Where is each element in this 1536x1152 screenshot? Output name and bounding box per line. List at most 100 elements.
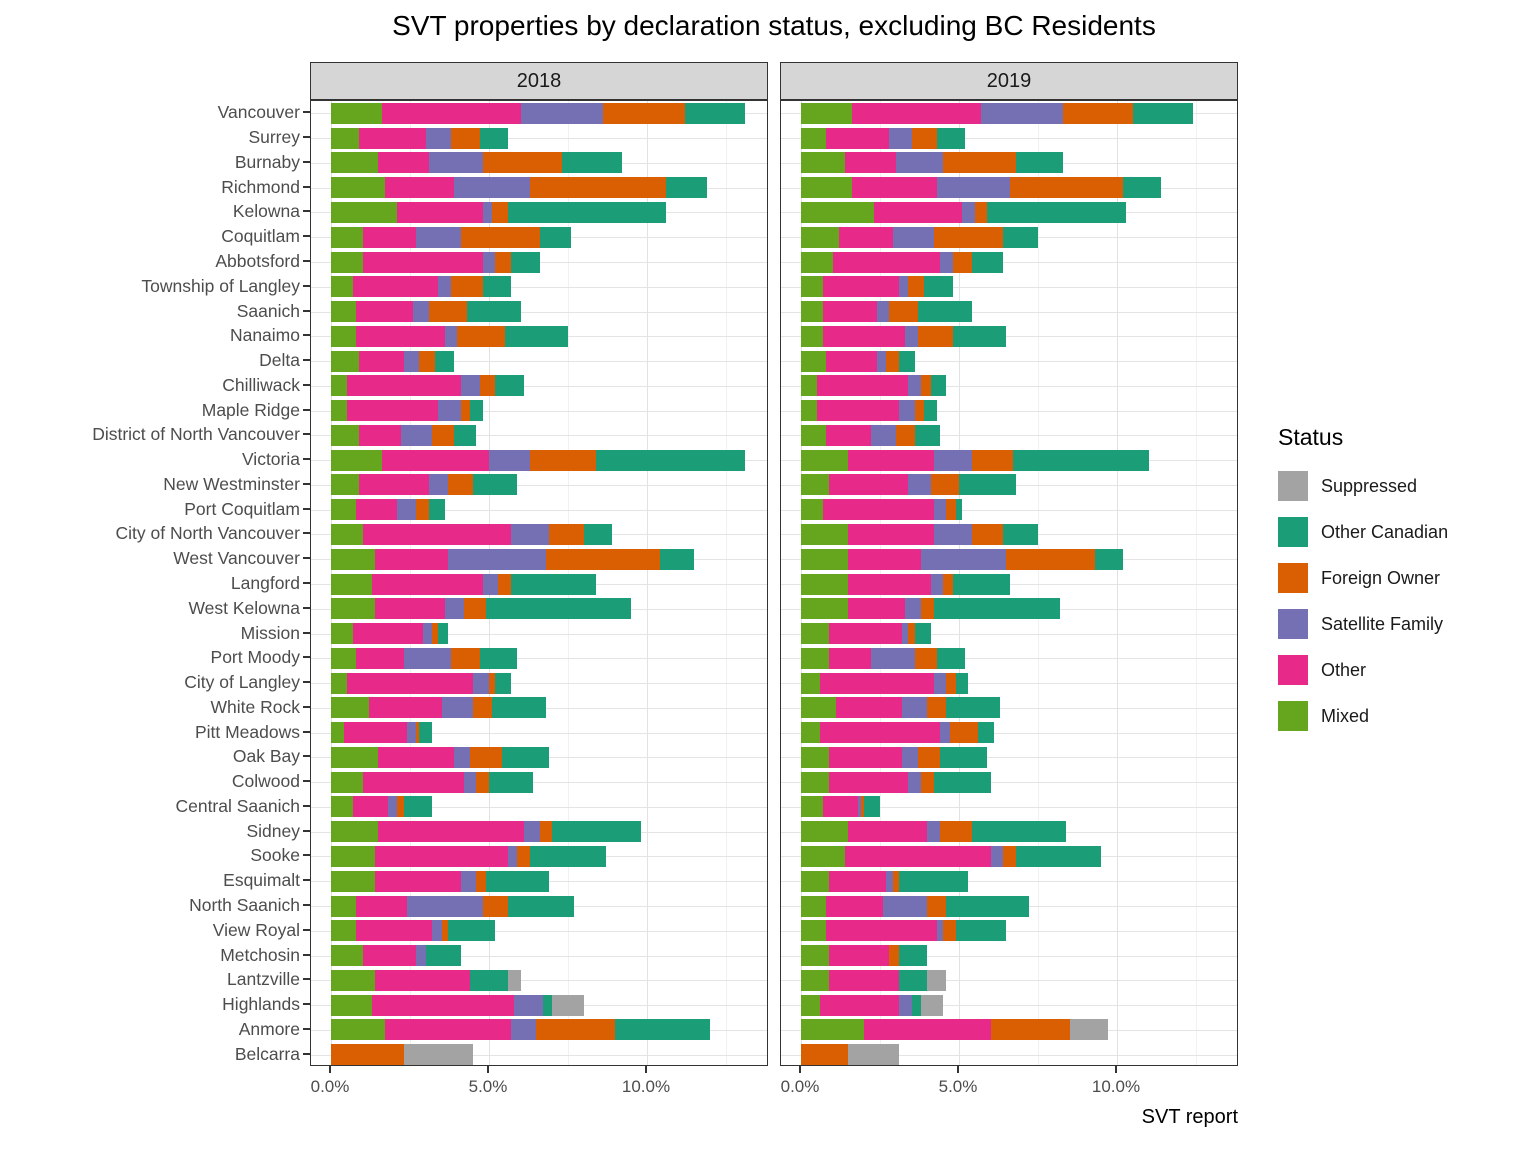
- y-axis-label-maple-ridge: Maple Ridge: [201, 399, 300, 420]
- bar-segment-satellite-family: [886, 870, 893, 892]
- bar-segment-mixed: [801, 573, 849, 595]
- legend-item-mixed: Mixed: [1278, 701, 1534, 731]
- bar-segment-other: [356, 499, 398, 521]
- y-axis-label-new-westminster: New Westminster: [163, 473, 300, 494]
- bar-segment-other-canadian: [470, 969, 508, 991]
- bar-segment-satellite-family: [892, 226, 934, 248]
- bar-segment-other: [356, 325, 445, 347]
- bar-segment-satellite-family: [908, 771, 922, 793]
- gridline-horizontal: [781, 980, 1237, 982]
- y-tick-mark: [303, 284, 310, 287]
- bar-segment-satellite-family: [482, 251, 496, 273]
- x-tick-mark: [487, 1066, 489, 1073]
- bar-segment-mixed: [801, 821, 849, 843]
- bar-segment-foreign-owner: [889, 301, 918, 323]
- bar-segment-foreign-owner: [908, 623, 915, 645]
- facet-strip-2018: 2018: [310, 62, 768, 100]
- bar-segment-mixed: [801, 697, 836, 719]
- bar-segment-foreign-owner: [482, 895, 508, 917]
- bar-segment-mixed: [801, 647, 830, 669]
- bar-segment-satellite-family: [438, 276, 452, 298]
- bar-segment-other-canadian: [930, 375, 947, 397]
- bar-segment-other-canadian: [659, 548, 695, 570]
- bar-segment-satellite-family: [940, 722, 950, 744]
- bar-segment-other: [346, 400, 439, 422]
- bar-segment-satellite-family: [511, 1019, 537, 1041]
- bar-segment-satellite-family: [432, 920, 442, 942]
- bar-segment-other: [826, 127, 890, 149]
- legend-item-foreign-owner: Foreign Owner: [1278, 563, 1534, 593]
- y-axis-label-port-moody: Port Moody: [210, 647, 300, 668]
- bar-segment-foreign-owner: [940, 821, 972, 843]
- bar-segment-other-canadian: [495, 672, 512, 694]
- bar-segment-other-canadian: [971, 251, 1004, 273]
- bar-segment-foreign-owner: [914, 400, 925, 422]
- bar-segment-satellite-family: [523, 821, 540, 843]
- bar-segment-foreign-owner: [889, 945, 899, 967]
- legend-key-other-canadian-swatch: [1278, 517, 1308, 547]
- bar-segment-other-canadian: [539, 226, 572, 248]
- bar-segment-other-canadian: [936, 647, 966, 669]
- bar-segment-other-canadian: [1094, 548, 1124, 570]
- gridline-horizontal: [311, 410, 767, 412]
- bar-segment-mixed: [801, 251, 833, 273]
- bar-segment-foreign-owner: [930, 474, 959, 496]
- x-tick-label: 0.0%: [310, 1077, 350, 1096]
- bar-segment-other-canadian: [489, 771, 534, 793]
- y-tick-mark: [303, 136, 310, 139]
- gridline-vertical: [1117, 101, 1118, 1065]
- bar-segment-mixed: [331, 400, 347, 422]
- bar-segment-mixed: [801, 375, 817, 397]
- x-axis-title: SVT report: [1141, 1106, 1238, 1128]
- bar-segment-other-canadian: [504, 325, 568, 347]
- bar-segment-other-canadian: [447, 920, 496, 942]
- bar-segment-foreign-owner: [482, 152, 562, 174]
- y-axis-label-district-of-north-vancouver: District of North Vancouver: [92, 424, 300, 445]
- bar-segment-other-canadian: [428, 499, 445, 521]
- y-tick-mark: [303, 928, 310, 931]
- bar-segment-foreign-owner: [428, 301, 467, 323]
- y-axis-label-lantzville: Lantzville: [227, 969, 300, 990]
- bar-segment-mixed: [801, 449, 849, 471]
- y-axis-label-township-of-langley: Township of Langley: [141, 275, 300, 296]
- bar-segment-suppressed: [507, 969, 521, 991]
- bar-segment-foreign-owner: [539, 821, 553, 843]
- gridline-horizontal: [311, 782, 767, 784]
- bar-segment-foreign-owner: [861, 796, 865, 818]
- bar-segment-other: [353, 623, 423, 645]
- bar-segment-mixed: [801, 994, 820, 1016]
- gridline-horizontal: [311, 633, 767, 635]
- bar-segment-foreign-owner: [921, 771, 934, 793]
- bar-segment-satellite-family: [406, 722, 417, 744]
- gridline-horizontal: [781, 509, 1237, 511]
- gridline-horizontal: [311, 509, 767, 511]
- bar-segment-foreign-owner: [432, 623, 439, 645]
- gridline-horizontal: [781, 410, 1237, 412]
- bar-segment-foreign-owner: [498, 573, 512, 595]
- gridline-horizontal: [781, 707, 1237, 709]
- bar-segment-foreign-owner: [495, 251, 512, 273]
- bar-segment-other: [356, 647, 404, 669]
- bar-segment-foreign-owner: [908, 276, 925, 298]
- y-tick-mark: [303, 260, 310, 262]
- bar-segment-other-canadian: [914, 623, 931, 645]
- bar-segment-mixed: [801, 523, 849, 545]
- bar-segment-other-canadian: [933, 598, 1061, 620]
- x-tick-label: 5.0%: [938, 1077, 978, 1096]
- bar-segment-mixed: [801, 499, 824, 521]
- bar-segment-other: [378, 821, 524, 843]
- y-axis-label-chilliwack: Chilliwack: [222, 374, 300, 395]
- bar-segment-other: [375, 845, 508, 867]
- bar-segment-foreign-owner: [602, 102, 685, 124]
- bar-segment-other-canadian: [933, 771, 991, 793]
- bar-segment-mixed: [801, 276, 824, 298]
- bar-segment-other: [362, 945, 417, 967]
- bar-segment-other: [873, 201, 963, 223]
- gridline-horizontal: [781, 806, 1237, 808]
- gridline-horizontal: [311, 930, 767, 932]
- bar-segment-foreign-owner: [990, 1019, 1070, 1041]
- bar-segment-foreign-owner: [946, 499, 956, 521]
- bar-segment-satellite-family: [507, 845, 518, 867]
- bar-segment-mixed: [801, 127, 827, 149]
- bar-segment-foreign-owner: [530, 177, 666, 199]
